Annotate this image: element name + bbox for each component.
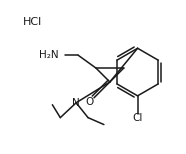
Text: N: N [72,98,80,108]
Text: H₂N: H₂N [39,50,58,60]
Text: Cl: Cl [132,113,143,123]
Text: O: O [85,97,93,107]
Text: HCl: HCl [23,18,42,28]
